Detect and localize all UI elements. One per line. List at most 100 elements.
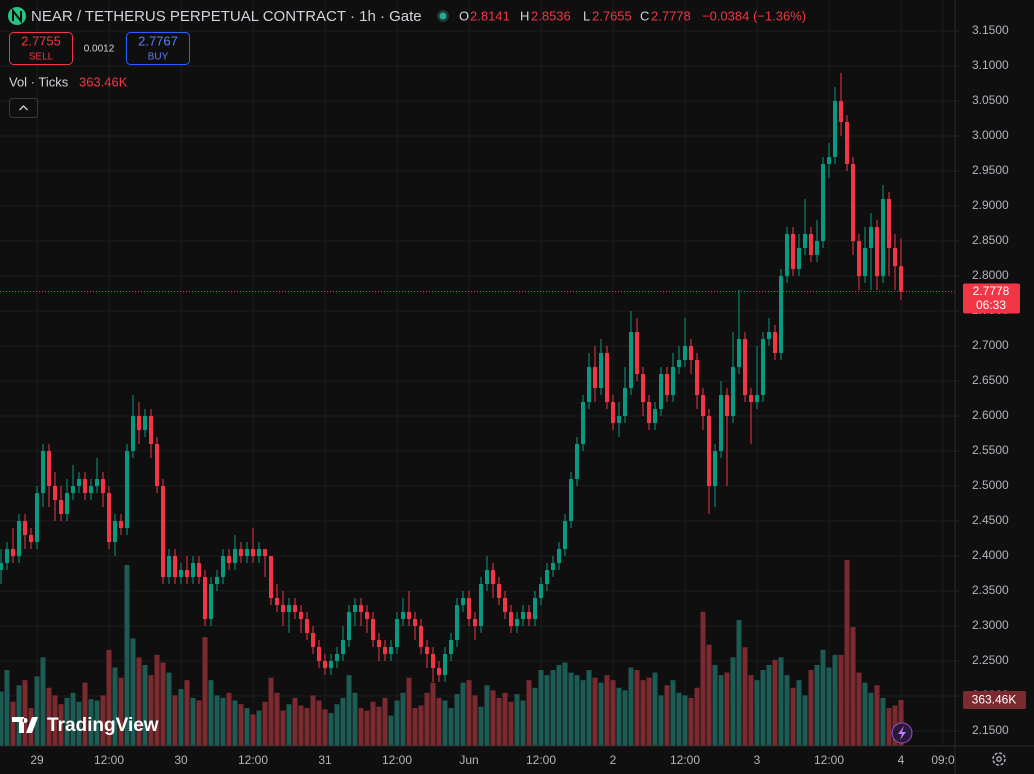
candle-body <box>755 395 759 403</box>
candle-body <box>311 633 315 648</box>
candle-body <box>5 549 9 564</box>
candle-body <box>431 654 435 669</box>
y-tick-label: 2.7000 <box>972 338 1009 352</box>
volume-bar <box>190 697 196 746</box>
settings-gear[interactable] <box>992 752 1006 766</box>
volume-bar <box>112 667 118 746</box>
ohlc-letter: O <box>459 8 469 23</box>
volume-bar <box>610 680 616 746</box>
candle-body <box>41 451 45 494</box>
volume-bar <box>400 692 406 746</box>
volume-legend-name: Vol · Ticks <box>9 74 69 89</box>
volume-bar <box>712 664 718 746</box>
alert-icon[interactable] <box>891 722 913 744</box>
candle-body <box>353 605 357 613</box>
collapse-box[interactable] <box>9 98 38 118</box>
volume-bar <box>688 697 694 746</box>
volume-bar <box>274 692 280 746</box>
volume-bar <box>850 627 856 746</box>
candle-body <box>527 612 531 620</box>
candle-body <box>89 486 93 494</box>
volume-bar <box>820 649 826 746</box>
candle-body <box>635 332 639 375</box>
sell-box[interactable] <box>9 32 73 65</box>
volume-bar <box>358 708 364 746</box>
candle-body <box>47 451 51 487</box>
volume-bar <box>502 692 508 746</box>
volume-bar <box>106 649 112 746</box>
candle-body <box>599 353 603 389</box>
volume-bar <box>616 687 622 746</box>
candle-body <box>323 661 327 669</box>
buy-price: 2.7767 <box>138 33 178 48</box>
y-tick-label: 2.5500 <box>972 443 1009 457</box>
volume-bar <box>520 700 526 746</box>
candle-body <box>521 612 525 620</box>
candle-body <box>863 248 867 277</box>
candle-body <box>845 122 849 165</box>
y-tick-label: 2.1500 <box>972 723 1009 737</box>
volume-bar <box>508 701 514 746</box>
candle-body <box>227 556 231 564</box>
volume-tag-label: 363.46K <box>972 693 1017 707</box>
candle-body <box>23 521 27 536</box>
candle-body <box>53 486 57 501</box>
y-tick-label: 2.8000 <box>972 268 1009 282</box>
volume-bar <box>214 695 220 746</box>
candle-body <box>749 395 753 403</box>
volume-bar <box>538 670 544 746</box>
candle-body <box>443 654 447 676</box>
collapse-button[interactable] <box>9 98 38 118</box>
volume-bar <box>802 695 808 746</box>
candle-body <box>197 563 201 578</box>
candle-body <box>605 353 609 403</box>
volume-bar <box>736 620 742 746</box>
volume-bar <box>40 657 46 746</box>
candle-body <box>233 549 237 564</box>
ohlc-value: 2.7655 <box>592 8 632 23</box>
volume-bar <box>646 677 652 746</box>
volume-bar <box>64 697 70 746</box>
candle-body <box>857 241 861 277</box>
candle-body <box>437 668 441 676</box>
volume-bar <box>250 714 256 746</box>
candle-body <box>257 549 261 557</box>
volume-bar <box>232 700 238 746</box>
candle-body <box>77 479 81 487</box>
candle-body <box>473 619 477 627</box>
volume-bar <box>856 672 862 746</box>
volume-bar <box>418 705 424 746</box>
candle-body <box>449 640 453 655</box>
volume-bar <box>874 685 880 746</box>
sell-button[interactable]: 2.7755 SELL <box>9 32 73 65</box>
candle-body <box>347 612 351 641</box>
buy-button[interactable]: 2.7767 BUY <box>126 32 190 65</box>
buy-label: BUY <box>148 52 169 63</box>
volume-bar <box>178 689 184 746</box>
candle-body <box>419 626 423 648</box>
settings-icon[interactable] <box>992 752 1006 766</box>
volume-bar <box>814 664 820 746</box>
candle-body <box>701 395 705 417</box>
volume-bar <box>352 692 358 746</box>
volume-bar <box>256 710 262 746</box>
candle-body <box>557 549 561 564</box>
volume-bar <box>424 692 430 746</box>
volume-bar <box>838 654 844 746</box>
volume-bar <box>340 697 346 746</box>
buy-box[interactable] <box>126 32 190 65</box>
candle-body <box>113 521 117 543</box>
volume-bar <box>568 672 574 746</box>
volume-bar <box>472 695 478 746</box>
volume-bar <box>634 670 640 746</box>
candle-body <box>293 605 297 613</box>
candle-body <box>209 584 213 620</box>
volume-bar <box>868 692 874 746</box>
candle-body <box>713 451 717 487</box>
candle-body <box>173 556 177 578</box>
x-tick-label: 12:00 <box>670 753 700 767</box>
volume-bar <box>670 680 676 746</box>
volume-bar <box>70 692 76 746</box>
grid <box>0 0 955 746</box>
